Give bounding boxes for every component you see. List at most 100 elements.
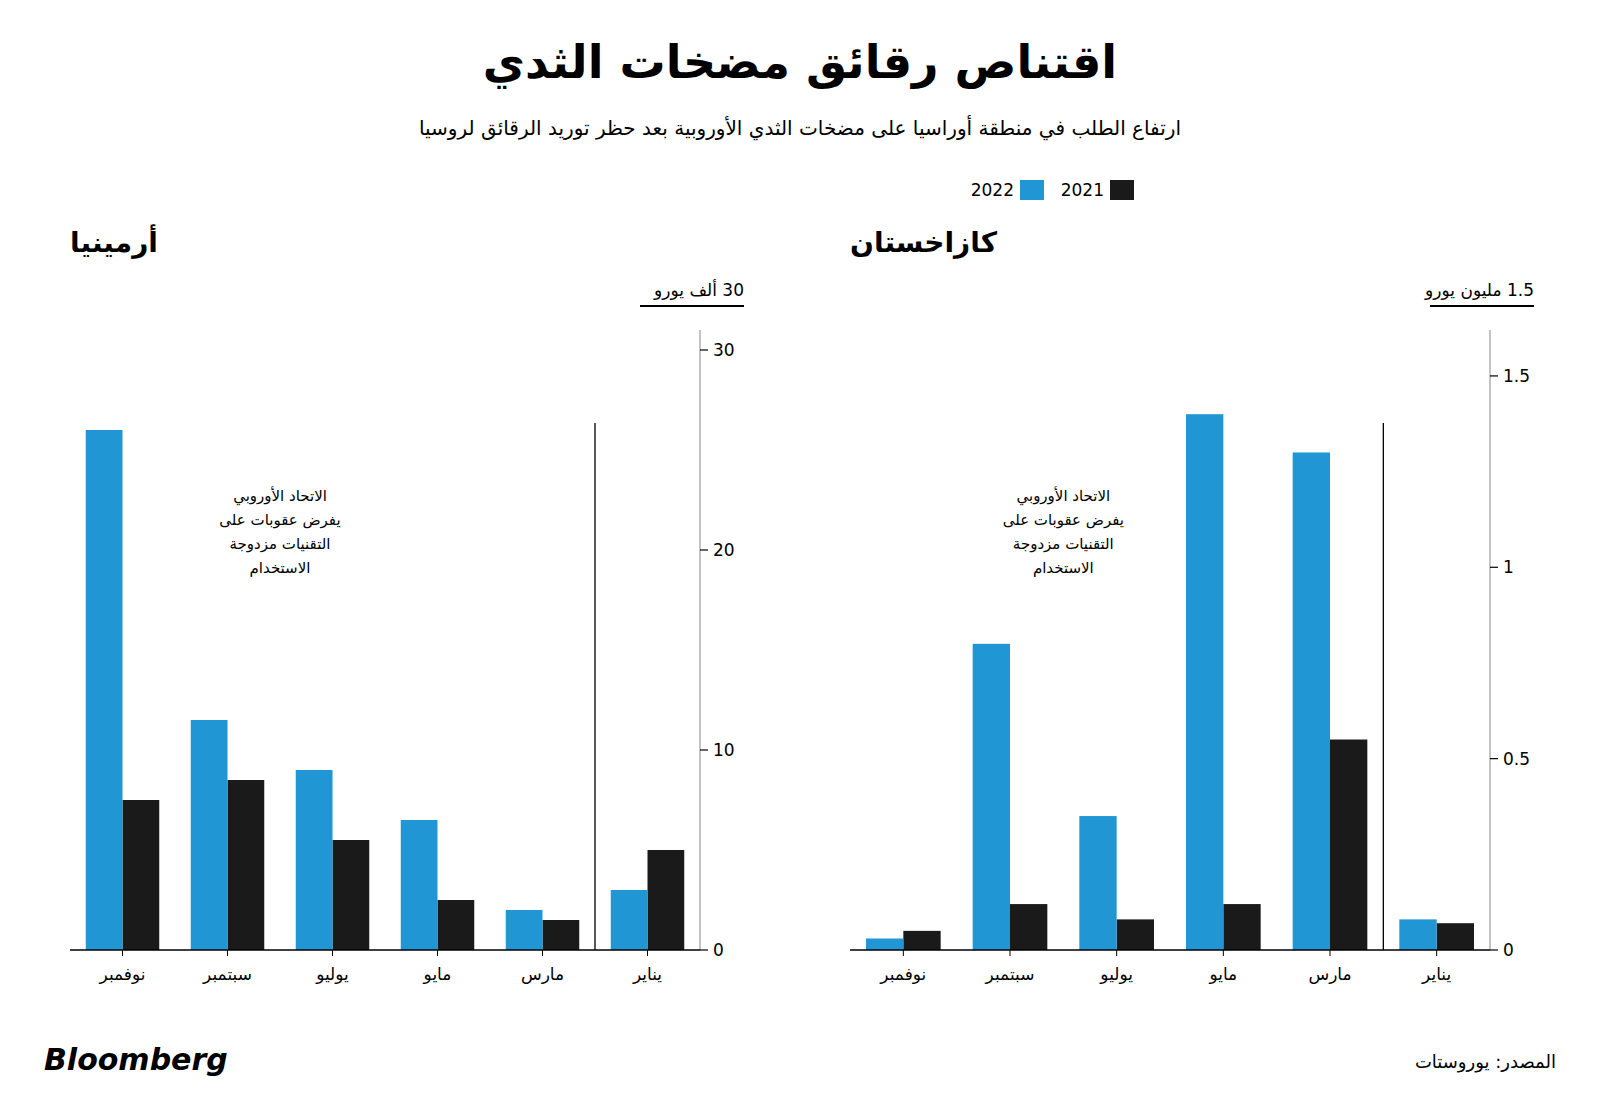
annotation-line: التقنيات مزدوجة (1013, 535, 1114, 553)
bar (1330, 740, 1367, 950)
x-tick (1330, 950, 1331, 956)
x-tick-label: يوليو (1099, 964, 1133, 984)
brand: Bloomberg (44, 1042, 228, 1077)
bar (1223, 904, 1260, 950)
legend: 2021 2022 (971, 180, 1134, 200)
y-tick-label: 0 (1503, 940, 1514, 960)
y-axis-line (1490, 330, 1491, 950)
bar (866, 939, 903, 950)
x-tick-label: مارس (521, 964, 564, 984)
annotation-line: التقنيات مزدوجة (230, 535, 331, 553)
subtitle: ارتفاع الطلب في منطقة أوراسيا على مضخات … (419, 115, 1181, 141)
x-axis-line (70, 949, 700, 951)
y-label-rule (640, 305, 744, 307)
bar (506, 910, 543, 950)
bar (438, 900, 475, 950)
annotation-line: يفرض عقوبات على (219, 511, 340, 529)
x-tick (542, 950, 543, 956)
y-tick (700, 749, 708, 750)
y-tick (1490, 949, 1498, 950)
bar (191, 720, 228, 950)
y-tick-label: 0.5 (1503, 749, 1530, 769)
bar (1186, 414, 1223, 950)
bar (228, 780, 265, 950)
chart-title: كازاخستان (850, 226, 998, 259)
y-tick-label: 1.5 (1503, 366, 1530, 386)
y-tick-label: 10 (713, 740, 735, 760)
x-tick-label: يناير (632, 964, 662, 984)
x-tick (332, 950, 333, 956)
annotation-line: الاتحاد الأوروبي (1016, 486, 1110, 506)
x-tick (1116, 950, 1117, 956)
y-label: 1.5 مليون يورو (1424, 280, 1534, 300)
bar (1399, 919, 1436, 950)
annotation-rule (594, 423, 595, 950)
x-tick (1010, 950, 1011, 956)
legend-swatch (1110, 180, 1134, 200)
y-label: 30 ألف يورو (653, 279, 744, 300)
x-tick (1223, 950, 1224, 956)
chart: أرمينيا 30 ألف يورو 0 10 20 30 يناير مارس مايو يو… (70, 224, 744, 984)
chart: كازاخستان 1.5 مليون يورو 0 0.5 1 1.5 يناير مارس… (850, 226, 1534, 984)
bar (333, 840, 370, 950)
bar (401, 820, 438, 950)
y-tick-label: 20 (713, 540, 735, 560)
bars (866, 414, 1474, 950)
x-tick (227, 950, 228, 956)
x-tick (647, 950, 648, 956)
bar (543, 920, 580, 950)
annotation-line: يفرض عقوبات على (1003, 511, 1124, 529)
y-tick (1490, 375, 1498, 376)
annotation-line: الاستخدام (1033, 559, 1094, 577)
bar (296, 770, 333, 950)
x-tick-label: مارس (1308, 964, 1351, 984)
y-tick (1490, 567, 1498, 568)
page: {"title": "اقتناص رقائق مضخات الثدي", "s… (0, 0, 1600, 1104)
annotation-line: الاستخدام (250, 559, 311, 577)
legend-label: 2021 (1061, 180, 1104, 200)
annotation-line: الاتحاد الأوروبي (233, 486, 327, 506)
bar (611, 890, 648, 950)
bar (1079, 816, 1116, 950)
x-tick-label: نوفمبر (879, 964, 926, 984)
background (0, 0, 1600, 1104)
x-tick-label: مايو (423, 964, 452, 984)
bar (86, 430, 123, 950)
y-tick (700, 549, 708, 550)
figure: اقتناص رقائق مضخات الثدي ارتفاع الطلب في … (0, 0, 1600, 1104)
y-tick-label: 0 (713, 940, 724, 960)
bar (648, 850, 685, 950)
y-tick (700, 349, 708, 350)
bar (1293, 452, 1330, 950)
y-axis-line (700, 330, 701, 950)
source: المصدر: يوروستات (1415, 1051, 1556, 1073)
x-tick-label: مايو (1208, 964, 1237, 984)
x-tick (437, 950, 438, 956)
x-tick-label: يناير (1421, 964, 1451, 984)
x-tick-label: سبتمبر (985, 964, 1035, 984)
x-axis-line (850, 949, 1490, 951)
chart-title: أرمينيا (70, 224, 158, 259)
x-tick-label: سبتمبر (202, 964, 252, 984)
x-tick (1436, 950, 1437, 956)
y-tick-label: 30 (713, 340, 735, 360)
x-tick-label: نوفمبر (99, 964, 146, 984)
y-tick (1490, 758, 1498, 759)
x-tick (122, 950, 123, 956)
x-tick-label: يوليو (315, 964, 349, 984)
bar (1117, 919, 1154, 950)
title: اقتناص رقائق مضخات الثدي (483, 35, 1117, 89)
annotation: الاتحاد الأوروبي يفرض عقوبات على التقنيات … (1003, 486, 1124, 577)
x-tick (903, 950, 904, 956)
y-tick-label: 1 (1503, 557, 1514, 577)
bar (973, 644, 1010, 950)
annotation-rule (1383, 423, 1384, 950)
annotation: الاتحاد الأوروبي يفرض عقوبات على التقنيات … (219, 486, 340, 577)
bar (1010, 904, 1047, 950)
legend-swatch (1020, 180, 1044, 200)
y-tick (700, 949, 708, 950)
bar (903, 931, 940, 950)
bar (123, 800, 160, 950)
legend-label: 2022 (971, 180, 1014, 200)
y-label-rule (1430, 305, 1534, 307)
